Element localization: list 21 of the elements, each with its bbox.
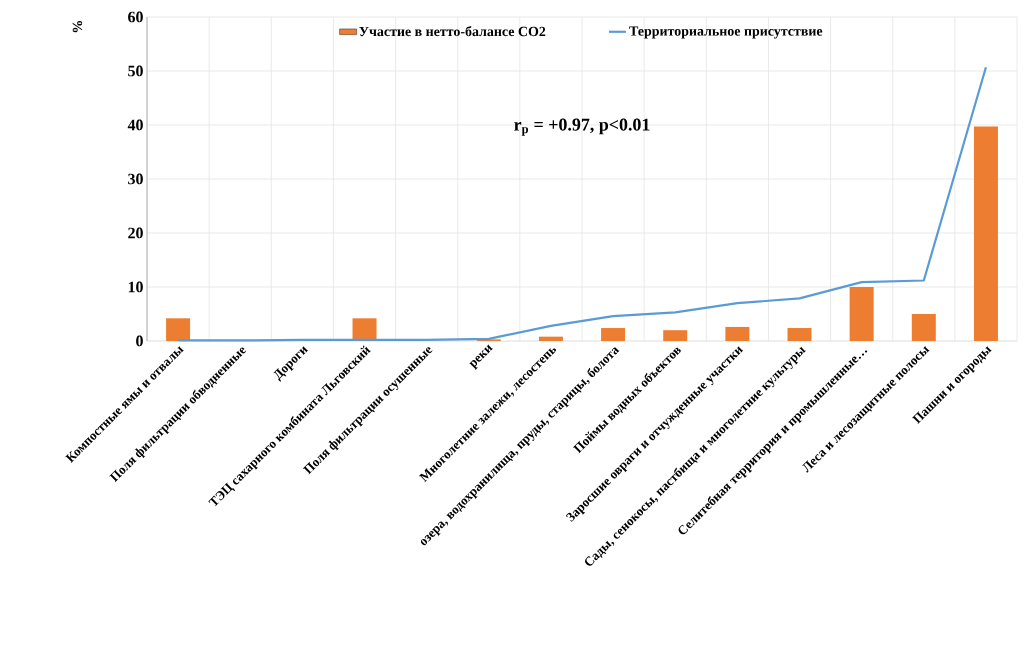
bar xyxy=(911,313,936,341)
annotation: r$_{p}$ = +0.97, p<0.01 xyxy=(514,118,650,136)
bar xyxy=(849,286,874,341)
y-tick-label: 10 xyxy=(128,281,143,293)
bar xyxy=(787,328,812,341)
bar xyxy=(663,330,688,341)
y-tick-label: 20 xyxy=(128,227,143,239)
legend-label: Территориальное присутствие xyxy=(629,26,823,39)
bar xyxy=(601,328,626,341)
bar xyxy=(973,126,998,341)
bar xyxy=(352,318,377,341)
bar xyxy=(166,318,191,341)
bar xyxy=(538,336,563,341)
legend-label: Участие в нетто-балансе CO2 xyxy=(359,26,546,37)
y-tick-label: 0 xyxy=(136,335,143,347)
y-tick-label: 60 xyxy=(128,11,143,23)
bar xyxy=(725,326,750,341)
y-tick-label: 50 xyxy=(128,65,143,77)
y-tick-label: 30 xyxy=(128,173,143,185)
y-tick-label: 40 xyxy=(127,119,143,131)
y-axis-title: % xyxy=(72,21,83,33)
